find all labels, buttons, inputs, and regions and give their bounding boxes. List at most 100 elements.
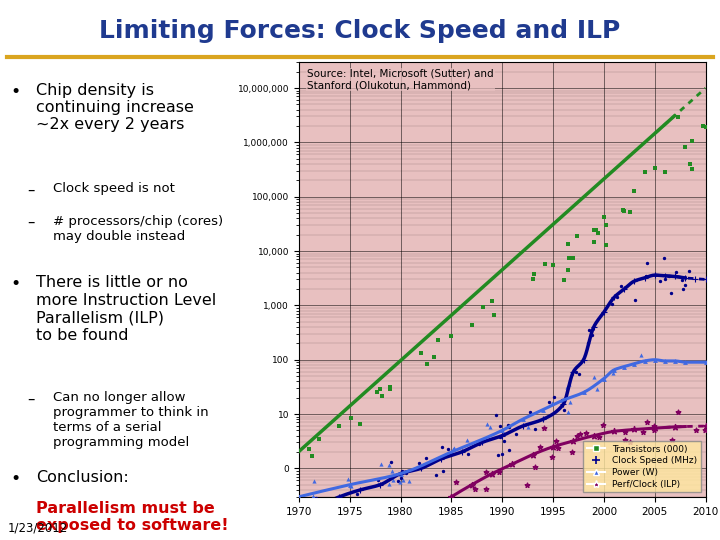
Point [590, 226, 602, 234]
Point [618, 362, 630, 371]
Point [384, 383, 396, 391]
Point [422, 360, 433, 369]
Point [649, 271, 660, 280]
Point [534, 443, 546, 451]
Point [293, 492, 305, 501]
Point [415, 464, 427, 472]
Point [539, 260, 551, 268]
Point [649, 422, 660, 431]
Point [629, 425, 640, 434]
Point [670, 356, 681, 365]
Point [557, 395, 568, 404]
Point [624, 208, 636, 217]
Point [521, 481, 532, 489]
Point [550, 436, 562, 445]
Text: –: – [27, 215, 35, 230]
Point [564, 379, 575, 388]
Point [510, 429, 521, 438]
Point [447, 444, 459, 453]
Point [685, 137, 697, 145]
Point [345, 482, 356, 490]
Point [456, 448, 467, 456]
Point [680, 143, 691, 151]
Point [578, 388, 590, 397]
Point [430, 470, 441, 479]
Point [323, 502, 334, 510]
Point [683, 267, 695, 275]
Point [571, 431, 582, 440]
Point [397, 476, 408, 484]
Point [333, 513, 344, 522]
Point [502, 421, 513, 430]
Point [600, 241, 611, 249]
Point [486, 297, 498, 306]
Point [403, 477, 415, 486]
Point [436, 455, 447, 463]
Point [351, 490, 363, 498]
Point [437, 467, 449, 475]
Point [503, 446, 514, 454]
Point [658, 254, 670, 262]
Point [571, 367, 582, 376]
Point [310, 494, 322, 502]
Point [303, 444, 315, 453]
Point [443, 445, 454, 454]
Point [461, 435, 472, 444]
Point [690, 426, 702, 434]
Text: •: • [10, 83, 20, 100]
Point [578, 355, 590, 364]
Point [481, 420, 492, 429]
Text: Chip density is
continuing increase
~2x every 2 years: Chip density is continuing increase ~2x … [36, 83, 194, 132]
Point [598, 421, 609, 429]
Point [386, 467, 397, 475]
Point [476, 438, 487, 447]
Point [598, 374, 610, 383]
Point [660, 167, 671, 176]
Point [371, 388, 382, 396]
Point [307, 492, 318, 501]
Point [639, 356, 650, 365]
Point [395, 469, 406, 478]
Text: Parallelism must be
exposed to software!: Parallelism must be exposed to software! [36, 501, 229, 533]
Point [449, 443, 460, 452]
Point [629, 296, 641, 305]
Point [395, 469, 406, 478]
Point [564, 398, 576, 407]
Point [582, 339, 594, 347]
Point [562, 408, 574, 416]
Point [546, 453, 558, 461]
Point [598, 213, 610, 221]
Point [558, 275, 570, 284]
Point [436, 442, 448, 451]
Point [575, 430, 586, 438]
Point [529, 463, 541, 471]
Point [413, 458, 424, 467]
Point [672, 407, 684, 416]
Point [527, 274, 539, 283]
Point [700, 422, 711, 430]
Point [492, 451, 504, 460]
Point [654, 276, 666, 285]
Point [302, 504, 313, 513]
Point [624, 437, 636, 446]
Point [588, 373, 600, 382]
Point [685, 160, 696, 168]
Point [418, 461, 429, 470]
Point [503, 423, 514, 431]
Point [307, 451, 318, 460]
Point [342, 475, 354, 484]
Point [355, 504, 366, 512]
Point [567, 367, 579, 376]
Text: –: – [27, 392, 35, 407]
Point [293, 518, 305, 527]
Point [328, 500, 340, 509]
Point [477, 302, 489, 311]
Point [547, 442, 559, 451]
Point [552, 443, 564, 452]
Point [664, 272, 675, 281]
Point [598, 308, 610, 316]
Point [639, 167, 650, 176]
Point [333, 492, 345, 501]
Point [396, 467, 408, 475]
Point [558, 395, 570, 404]
